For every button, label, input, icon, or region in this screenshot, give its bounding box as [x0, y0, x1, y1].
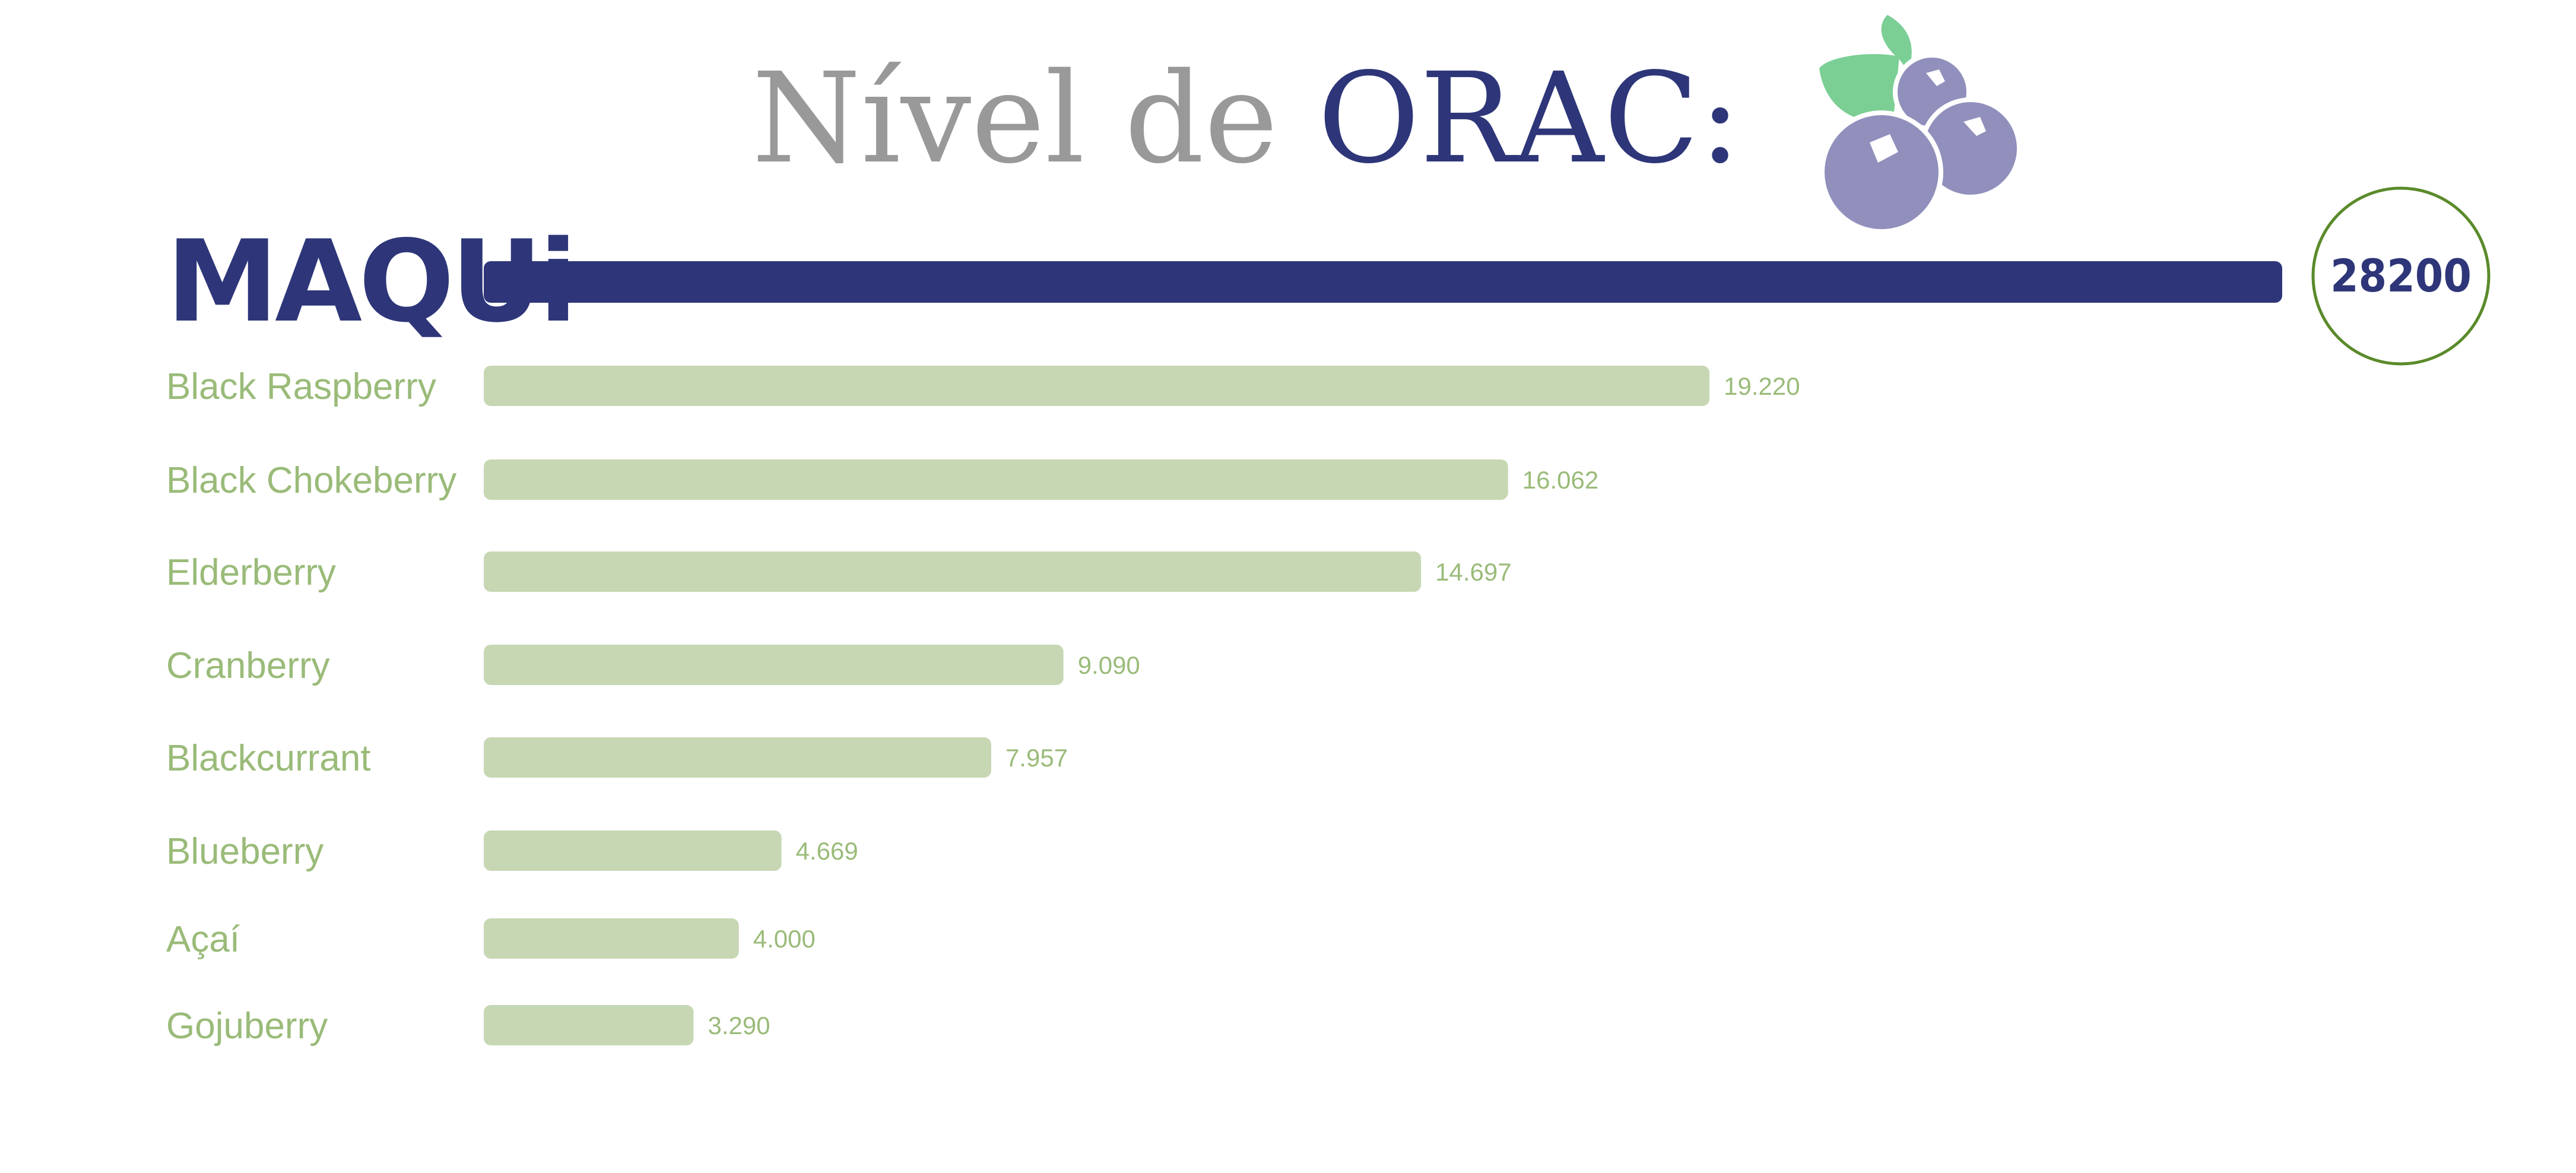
category-label: Elderberry: [166, 552, 336, 593]
bar: [484, 737, 991, 778]
bar: [484, 366, 1710, 406]
bar: [484, 645, 1064, 685]
value-badge-circle: [2311, 186, 2491, 366]
bar: [484, 830, 782, 871]
category-label: Gojuberry: [166, 1006, 328, 1047]
highlight-bar: [484, 261, 2282, 303]
leaf-right: [1881, 15, 1912, 71]
berry-front: [1820, 110, 1943, 234]
value-label: 4.000: [753, 925, 816, 953]
highlight-category-label: MAQUi: [166, 216, 574, 347]
value-label: 14.697: [1435, 558, 1511, 586]
value-label: 3.290: [708, 1012, 770, 1039]
blueberries-icon: [1819, 15, 2018, 234]
value-label: 4.669: [796, 837, 858, 865]
category-label: Cranberry: [166, 645, 330, 686]
bar: [484, 459, 1508, 500]
category-label: Black Chokeberry: [166, 460, 456, 501]
leaf-left: [1819, 54, 1899, 121]
category-label: Blackcurrant: [166, 738, 371, 779]
category-label: Açaí: [166, 919, 240, 960]
chart-title: Nível de ORAC:: [0, 56, 2493, 181]
category-label: Blueberry: [166, 831, 323, 872]
value-label: 16.062: [1522, 466, 1598, 494]
bar: [484, 551, 1422, 592]
title-prefix: Nível de: [751, 46, 1279, 191]
bar: [484, 1005, 694, 1045]
highlight-value-label: 28200: [2330, 249, 2472, 302]
bar: [484, 918, 739, 959]
value-label: 19.220: [1724, 372, 1800, 400]
title-highlight: ORAC:: [1317, 46, 1741, 191]
value-label: 9.090: [1078, 651, 1140, 679]
category-label: Black Raspberry: [166, 366, 436, 407]
value-label: 7.957: [1005, 744, 1068, 772]
